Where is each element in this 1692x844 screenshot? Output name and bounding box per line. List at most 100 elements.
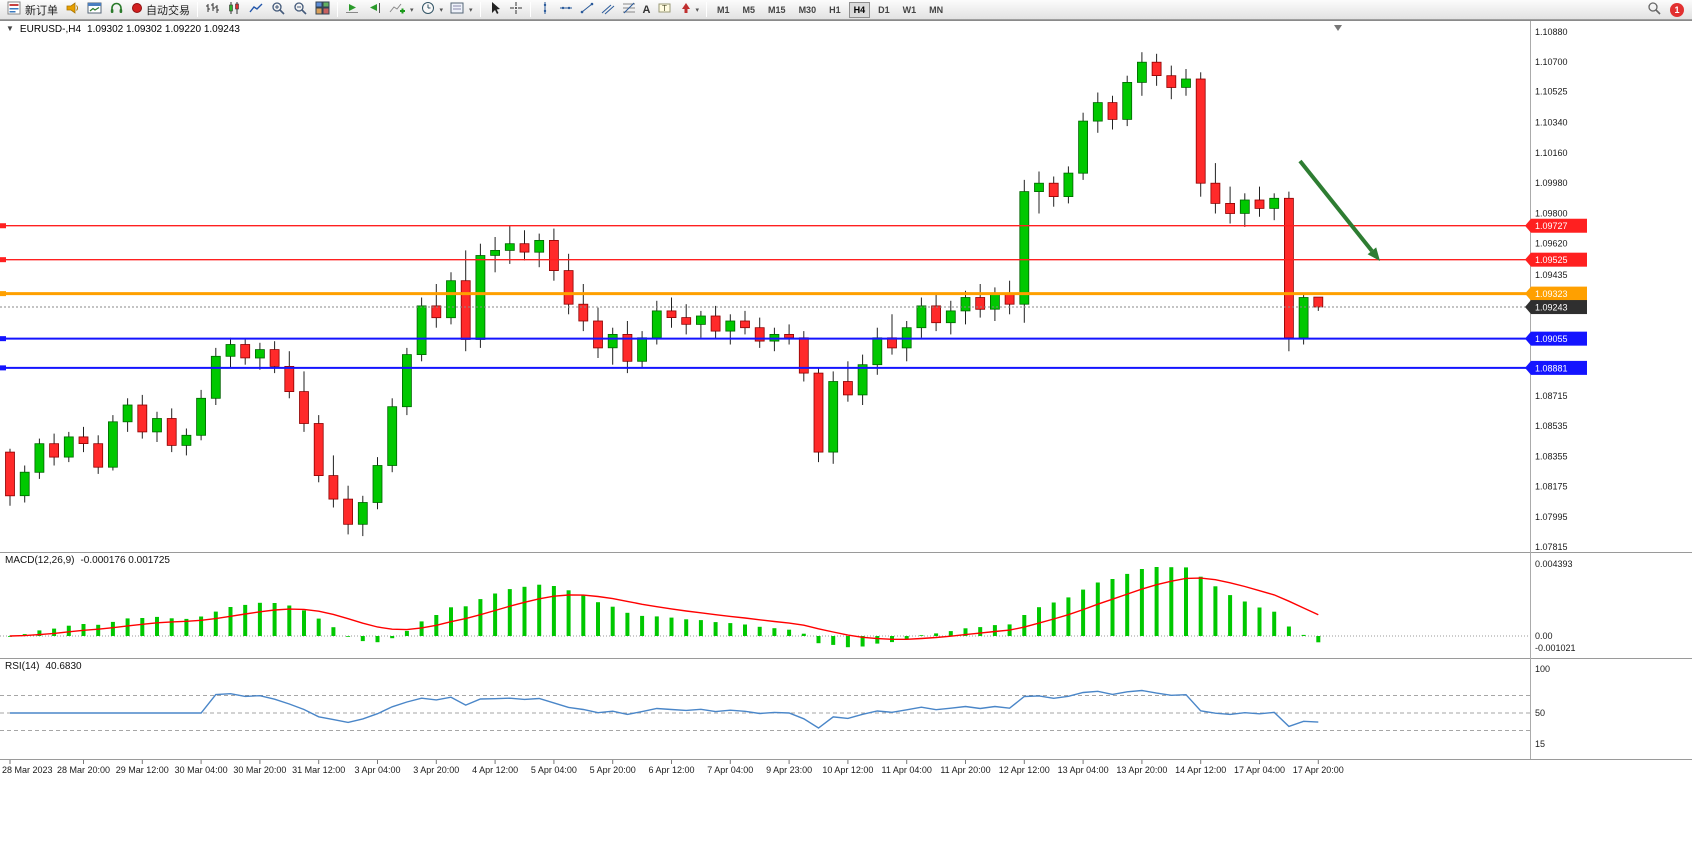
candle-body [1269, 197, 1280, 209]
macd-bar [728, 623, 733, 636]
timeframe-h1-button[interactable]: H1 [829, 4, 841, 15]
chart-dropdown-icon[interactable]: ▼ [6, 24, 14, 33]
candle-body [637, 337, 647, 362]
bar-chart-icon [205, 1, 220, 18]
periods-button[interactable]: ▾ [418, 1, 447, 19]
indicators-button[interactable]: ▾ [386, 1, 417, 19]
templates-button[interactable]: ▾ [447, 1, 476, 19]
macd-bar [1095, 582, 1100, 636]
candle-body [1298, 297, 1309, 339]
candle-body [622, 333, 633, 362]
price-line-anchor[interactable] [0, 336, 6, 342]
macd-layer [0, 567, 1530, 648]
candle-body [1181, 78, 1191, 88]
toolbar-separator [706, 2, 708, 17]
time-axis-label: 12 Apr 12:00 [999, 765, 1050, 775]
macd-bar [1125, 573, 1130, 636]
candle-body [372, 465, 383, 503]
macd-bar [463, 606, 468, 636]
trendline-tool-button[interactable] [577, 1, 597, 19]
candle-body [725, 320, 736, 332]
sound-alert-button[interactable] [62, 1, 83, 19]
price-line-anchor[interactable] [0, 365, 6, 371]
template-icon [450, 1, 465, 18]
notification-badge[interactable]: 1 [1670, 2, 1684, 17]
macd-bar [404, 630, 409, 636]
candle-body [387, 406, 398, 466]
candle-body [401, 354, 412, 408]
candle-body [1166, 75, 1177, 88]
tile-windows-button[interactable] [312, 1, 333, 19]
autotrading-button[interactable]: 自动交易 [128, 1, 193, 19]
new-order-button[interactable]: 新订单 [4, 1, 61, 19]
zoom-in-button[interactable] [268, 1, 289, 19]
price-tag-pointer [1525, 218, 1531, 233]
chart-window[interactable]: 1.10880 1.10700 1.10525 1.10340 1.10160 1.099… [0, 20, 1692, 844]
trend-arrow-line[interactable] [1298, 159, 1374, 253]
macd-signal-line [9, 577, 1319, 640]
auto-scroll-button[interactable] [342, 1, 363, 19]
text-tool-button[interactable]: A [640, 1, 654, 19]
vertical-line-tool-button[interactable] [535, 1, 555, 19]
timeframe-m1-button[interactable]: M1 [717, 4, 730, 15]
candle-body [607, 333, 618, 349]
timeframe-m5-button[interactable]: M5 [742, 4, 756, 15]
candle-body [196, 397, 207, 436]
macd-bar [1301, 634, 1306, 636]
candle-body [225, 344, 236, 357]
time-axis-label: 28 Mar 20:00 [57, 765, 110, 775]
timeframe-mn-button[interactable]: MN [929, 4, 944, 15]
trend-arrow-head[interactable] [1367, 247, 1380, 261]
headset-button[interactable] [106, 1, 127, 19]
macd-bar [669, 617, 674, 636]
zoom-out-button[interactable] [290, 1, 311, 19]
time-axis-label: 6 Apr 12:00 [648, 765, 694, 775]
chart-shift-marker[interactable] [1334, 25, 1342, 31]
chart-shift-button[interactable] [364, 1, 385, 19]
candlestick-chart-button[interactable] [224, 1, 245, 19]
indicators-icon [389, 1, 406, 18]
chart-canvas[interactable]: 1.10880 1.10700 1.10525 1.10340 1.10160 1.099… [0, 21, 1692, 844]
timeframe-m15-button[interactable]: M15 [768, 4, 786, 15]
search-button[interactable] [1644, 1, 1665, 19]
macd-bar [1184, 567, 1188, 636]
channel-tool-button[interactable] [598, 1, 618, 19]
candle-body [254, 349, 265, 359]
macd-axis-label: 0.00 [1535, 631, 1553, 641]
macd-bar [860, 636, 865, 647]
macd-bar [302, 610, 306, 636]
horizontal-line-tool-button[interactable] [556, 1, 576, 19]
timeframe-d1-button[interactable]: D1 [878, 4, 890, 15]
new-chart-button[interactable] [84, 1, 105, 19]
arrows-tool-button[interactable]: ▾ [677, 1, 703, 19]
price-line-anchor[interactable] [0, 257, 6, 263]
timeframe-h4-button[interactable]: H4 [848, 1, 871, 18]
timeframe-w1-button[interactable]: W1 [902, 4, 917, 15]
macd-bar [640, 615, 645, 636]
speaker-icon [65, 1, 80, 18]
fibonacci-tool-button[interactable] [619, 1, 639, 19]
price-tag-label: 1.09055 [1535, 334, 1568, 344]
text-label-tool-button[interactable]: T [655, 1, 676, 19]
price-line-anchor[interactable] [0, 223, 6, 229]
time-axis-label: 13 Apr 20:00 [1116, 765, 1167, 775]
price-axis-label: 1.09800 [1535, 208, 1568, 218]
price-line-anchor[interactable] [0, 291, 6, 297]
price-tag-pointer [1525, 331, 1531, 346]
crosshair-tool-button[interactable] [506, 1, 526, 19]
clock-icon [421, 1, 436, 18]
cursor-tool-button[interactable] [485, 1, 505, 19]
time-axis-label: 17 Apr 04:00 [1234, 765, 1285, 775]
candle-body [1048, 182, 1059, 197]
price-axis-label: 1.08175 [1535, 482, 1568, 492]
line-chart-button[interactable] [246, 1, 267, 19]
macd-bar [478, 599, 483, 636]
timeframe-m30-button[interactable]: M30 [798, 4, 817, 15]
time-axis-label: 3 Apr 04:00 [354, 765, 400, 775]
price-tag [1531, 300, 1587, 315]
candle-body [152, 418, 162, 433]
fibonacci-icon [622, 1, 636, 18]
macd-bar [845, 636, 850, 648]
bar-chart-button[interactable] [202, 1, 223, 19]
candle-body [490, 249, 501, 256]
